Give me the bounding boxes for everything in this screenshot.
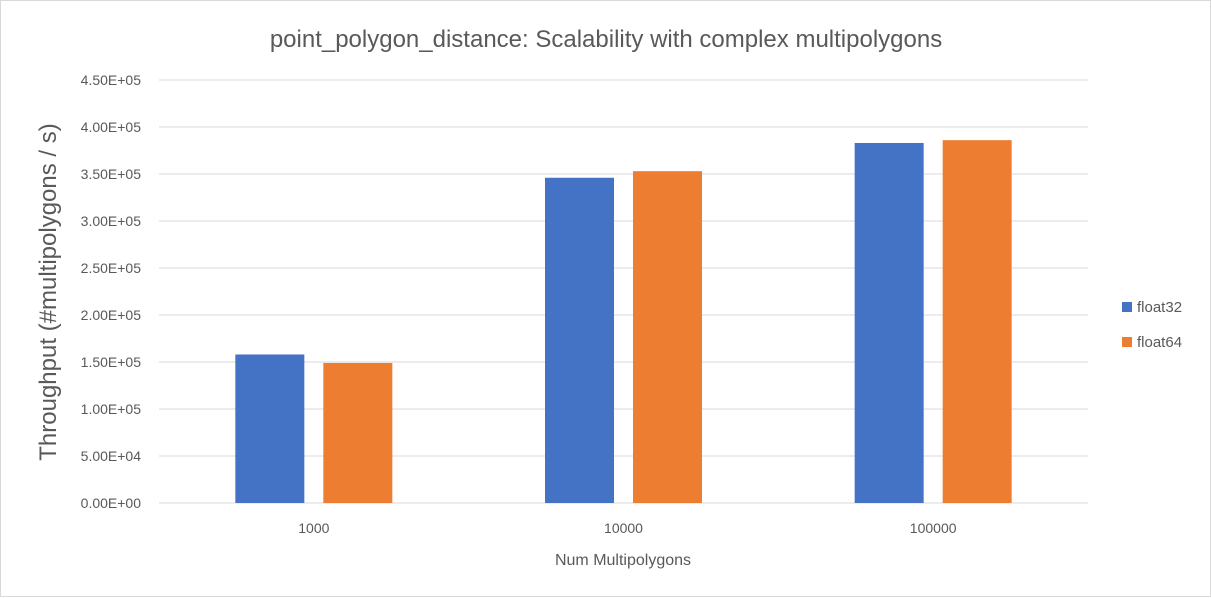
y-tick-label: 0.00E+00	[81, 495, 142, 511]
y-tick-label: 1.50E+05	[81, 354, 142, 370]
bar-float32-1000	[235, 354, 305, 503]
bar-float32-10000	[545, 177, 614, 503]
y-tick-label: 3.00E+05	[81, 213, 142, 229]
bar-float64-100000	[942, 140, 1012, 503]
y-tick-label: 3.50E+05	[81, 166, 142, 182]
chart-title: point_polygon_distance: Scalability with…	[270, 26, 942, 53]
x-axis-label: Num Multipolygons	[555, 552, 691, 569]
gridlines	[159, 79, 1088, 504]
bar-float32-100000	[854, 142, 924, 504]
x-tick-label: 10000	[604, 520, 643, 536]
bar-float64-10000	[633, 171, 702, 503]
legend: float32 float64	[1122, 299, 1182, 351]
y-axis-label: Throughput (#multipolygons / s)	[35, 123, 62, 461]
y-tick-label: 5.00E+04	[81, 448, 142, 464]
y-axis-ticks: 0.00E+00 5.00E+04 1.00E+05 1.50E+05 2.00E+05…	[81, 72, 142, 511]
y-tick-label: 2.00E+05	[81, 307, 142, 323]
legend-label-float32: float32	[1137, 299, 1182, 316]
x-tick-label: 100000	[910, 520, 957, 536]
bars	[235, 140, 1012, 504]
legend-swatch-float64	[1122, 337, 1132, 347]
y-tick-label: 1.00E+05	[81, 401, 142, 417]
bar-float64-1000	[323, 362, 393, 503]
x-tick-label: 1000	[298, 520, 329, 536]
y-tick-label: 4.00E+05	[81, 119, 142, 135]
x-axis-ticks: 1000 10000 100000	[298, 520, 956, 536]
legend-swatch-float32	[1122, 302, 1132, 312]
y-tick-label: 4.50E+05	[81, 72, 142, 88]
legend-label-float64: float64	[1137, 334, 1182, 351]
y-tick-label: 2.50E+05	[81, 260, 142, 276]
